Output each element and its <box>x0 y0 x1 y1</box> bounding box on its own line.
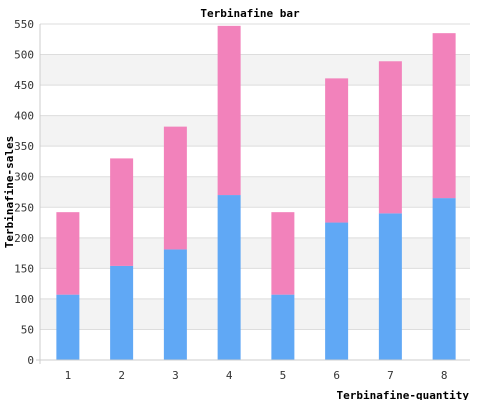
y-tick-label: 100 <box>14 293 34 306</box>
y-tick-label: 150 <box>14 262 34 275</box>
x-tick-labels: 1 2 3 4 5 6 7 8 <box>65 369 448 382</box>
grid-band <box>40 115 470 147</box>
bar-segment <box>110 265 134 360</box>
y-tick-label: 300 <box>14 171 34 184</box>
bar-segment <box>217 195 241 360</box>
bar-segment <box>378 61 402 214</box>
y-tick-label: 350 <box>14 140 34 153</box>
bar-segment <box>217 25 241 196</box>
y-tick-label: 500 <box>14 49 34 62</box>
grid-band <box>40 298 470 330</box>
y-tick-label: 550 <box>14 18 34 31</box>
y-axis-label: Terbinafine-sales <box>3 136 16 249</box>
y-tick-label: 50 <box>21 323 34 336</box>
bar-segment <box>110 158 134 266</box>
x-tick-label: 3 <box>172 369 179 382</box>
bar-segment <box>163 126 187 250</box>
y-tick-labels: 0 50 100 150 200 250 300 350 400 450 500 550 <box>14 18 34 367</box>
bar-segment <box>378 213 402 360</box>
bar-segment <box>163 249 187 360</box>
x-tick-label: 8 <box>441 369 448 382</box>
y-tick-label: 250 <box>14 201 34 214</box>
bar-segment <box>56 212 80 295</box>
y-tick-label: 400 <box>14 110 34 123</box>
bars <box>56 25 456 360</box>
bar-segment <box>325 222 349 360</box>
x-tick-label: 4 <box>226 369 233 382</box>
bar-segment <box>432 198 456 360</box>
grid-band <box>40 54 470 86</box>
y-tick-label: 450 <box>14 79 34 92</box>
x-tick-label: 7 <box>387 369 394 382</box>
bar-segment <box>271 212 295 295</box>
x-tick-label: 1 <box>65 369 72 382</box>
bar-segment <box>56 294 80 360</box>
grid-bands <box>40 54 470 330</box>
x-tick-label: 2 <box>118 369 125 382</box>
x-axis-label: Terbinafine-quantity <box>337 389 470 400</box>
chart-title: Terbinafine bar <box>200 7 300 20</box>
y-tick-label: 200 <box>14 232 34 245</box>
bar-segment <box>325 78 349 223</box>
axes <box>36 24 470 364</box>
bar-segment <box>271 294 295 360</box>
x-tick-label: 6 <box>333 369 340 382</box>
y-tick-label: 0 <box>27 354 34 367</box>
grid-band <box>40 237 470 269</box>
grid-band <box>40 176 470 208</box>
bar-segment <box>432 33 456 199</box>
x-tick-label: 5 <box>280 369 287 382</box>
